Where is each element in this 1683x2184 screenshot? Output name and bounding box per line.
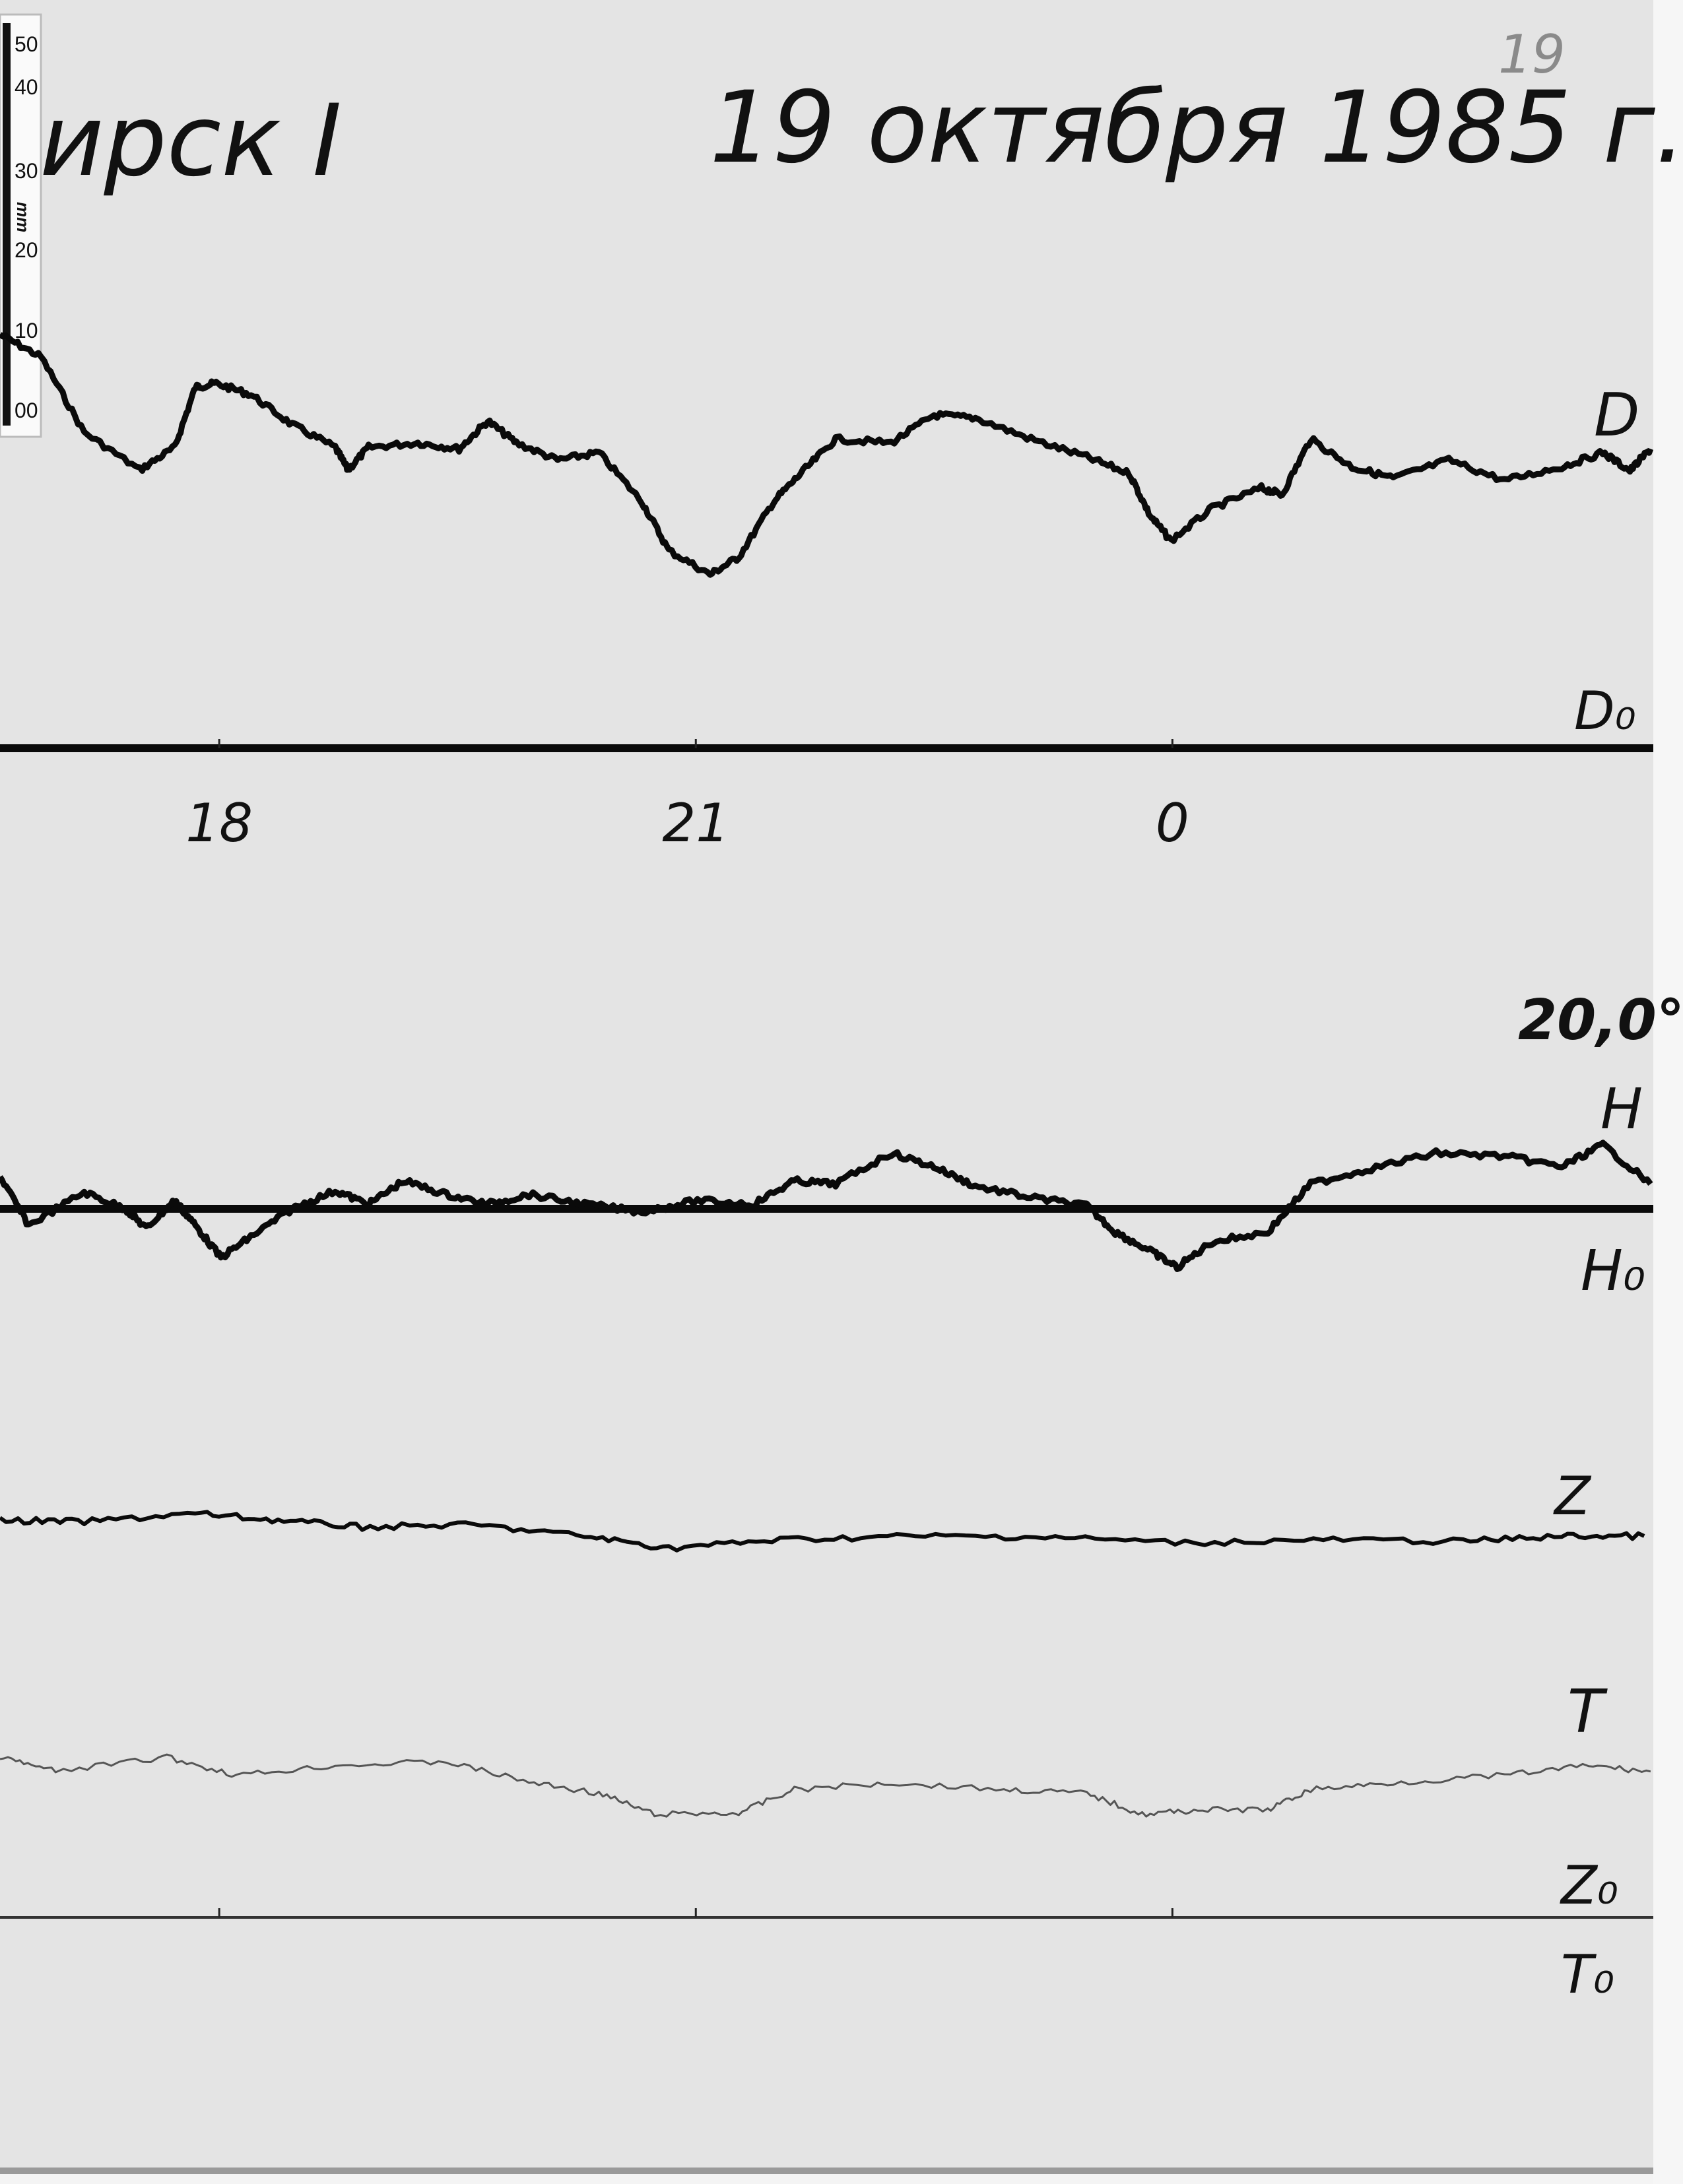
hour-label-0: 0 <box>1156 792 1189 854</box>
trace-D <box>0 332 1654 578</box>
scale-ruler: 50 40 30 20 10 00 mm <box>0 13 42 438</box>
ruler-tick-50: 50 <box>15 32 38 56</box>
ruler-tick-20: 20 <box>15 238 38 262</box>
trace-T <box>0 1753 1651 1818</box>
hour-label-18: 18 <box>185 792 253 854</box>
trace-Z <box>0 1510 1645 1553</box>
ruler-tick-40: 40 <box>15 75 38 99</box>
trace-H <box>0 1140 1653 1272</box>
z0-t0-baseline <box>0 1916 1653 1919</box>
d0-baseline <box>0 744 1653 752</box>
label-Z0: Z₀ <box>1560 1855 1618 1916</box>
record-date: 19 октября 1985 г. <box>710 71 1683 185</box>
label-T0: T₀ <box>1561 1944 1614 2005</box>
label-T: T <box>1568 1677 1608 1747</box>
station-name: ирск I <box>40 84 342 199</box>
paper-bottom-edge <box>0 2168 1653 2174</box>
label-Z: Z <box>1553 1465 1592 1527</box>
hour-label-21: 21 <box>662 792 729 854</box>
label-D: D <box>1594 381 1639 450</box>
h0-baseline <box>0 1205 1653 1213</box>
label-D0: D₀ <box>1574 680 1636 742</box>
page-number: 19 <box>1498 24 1566 85</box>
paper-edge <box>1653 0 1683 2184</box>
ruler-tick-30: 30 <box>15 159 38 183</box>
ruler-tick-00: 00 <box>15 399 38 422</box>
label-H0: H₀ <box>1581 1238 1645 1304</box>
ruler-tick-10: 10 <box>15 319 38 342</box>
paper <box>0 0 1653 2171</box>
label-temperature: 20,0°C <box>1518 988 1683 1053</box>
ruler-unit: mm <box>13 202 33 232</box>
label-H: H <box>1600 1077 1643 1142</box>
